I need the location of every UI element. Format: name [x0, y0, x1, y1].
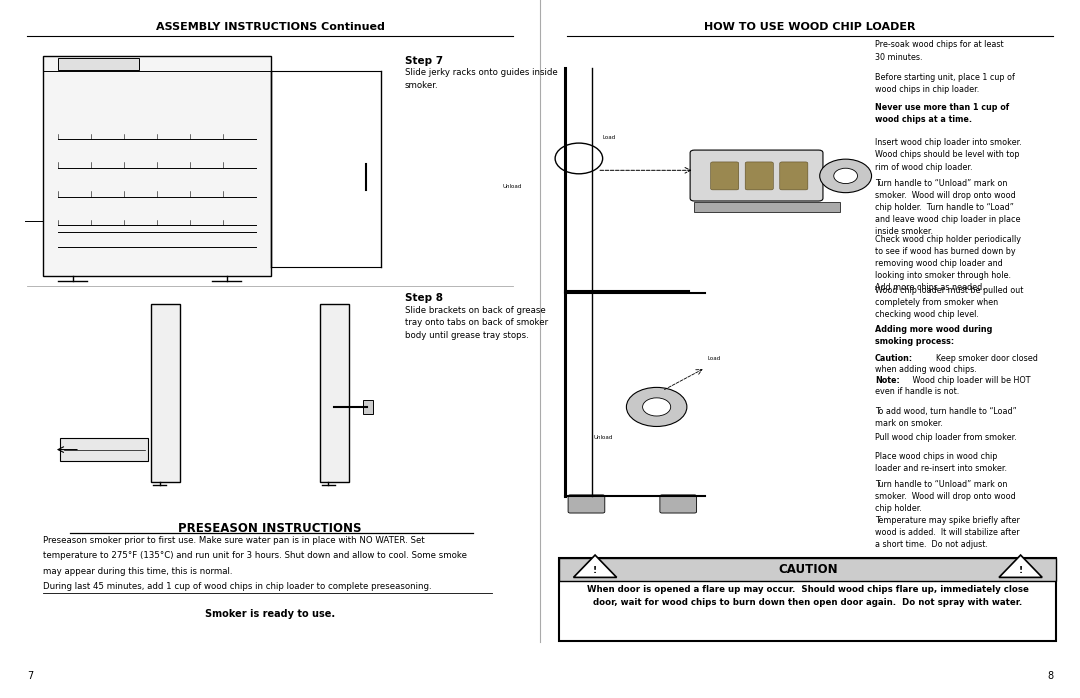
- Text: Wood chip loader will be HOT: Wood chip loader will be HOT: [910, 376, 1031, 385]
- Text: Temperature may spike briefly after
wood is added.  It will stabilize after
a sh: Temperature may spike briefly after wood…: [875, 516, 1020, 549]
- FancyBboxPatch shape: [559, 558, 1056, 641]
- FancyBboxPatch shape: [151, 304, 180, 482]
- Text: PRESEASON INSTRUCTIONS: PRESEASON INSTRUCTIONS: [178, 522, 362, 535]
- FancyBboxPatch shape: [320, 304, 349, 482]
- Text: HOW TO USE WOOD CHIP LOADER: HOW TO USE WOOD CHIP LOADER: [704, 22, 916, 32]
- Text: To add wood, turn handle to “Load”
mark on smoker.: To add wood, turn handle to “Load” mark …: [875, 407, 1016, 428]
- Text: Turn handle to “Unload” mark on
smoker.  Wood will drop onto wood
chip holder.  : Turn handle to “Unload” mark on smoker. …: [875, 179, 1021, 237]
- FancyBboxPatch shape: [745, 162, 773, 190]
- Circle shape: [643, 398, 671, 416]
- FancyBboxPatch shape: [568, 495, 605, 513]
- Text: Note:: Note:: [875, 376, 900, 385]
- Text: Step 8: Step 8: [405, 293, 443, 303]
- FancyBboxPatch shape: [694, 202, 840, 212]
- Text: !: !: [1018, 565, 1023, 574]
- Polygon shape: [999, 555, 1042, 577]
- FancyBboxPatch shape: [559, 558, 1056, 581]
- Text: CAUTION: CAUTION: [778, 563, 838, 576]
- Circle shape: [626, 387, 687, 426]
- FancyBboxPatch shape: [780, 162, 808, 190]
- Text: During last 45 minutes, add 1 cup of wood chips in chip loader to complete prese: During last 45 minutes, add 1 cup of woo…: [43, 582, 432, 591]
- Text: Load: Load: [707, 356, 720, 361]
- FancyBboxPatch shape: [60, 438, 148, 461]
- Text: Check wood chip holder periodically
to see if wood has burned down by
removing w: Check wood chip holder periodically to s…: [875, 235, 1021, 292]
- FancyBboxPatch shape: [43, 56, 271, 276]
- Circle shape: [834, 168, 858, 184]
- Text: Smoker is ready to use.: Smoker is ready to use.: [205, 609, 335, 618]
- Text: Before starting unit, place 1 cup of
wood chips in chip loader.: Before starting unit, place 1 cup of woo…: [875, 73, 1015, 94]
- Text: Insert wood chip loader into smoker.
Wood chips should be level with top
rim of : Insert wood chip loader into smoker. Woo…: [875, 138, 1022, 172]
- Text: Slide brackets on back of grease
tray onto tabs on back of smoker
body until gre: Slide brackets on back of grease tray on…: [405, 306, 549, 340]
- FancyBboxPatch shape: [364, 400, 374, 414]
- FancyBboxPatch shape: [690, 150, 823, 201]
- Text: Slide jerky racks onto guides inside
smoker.: Slide jerky racks onto guides inside smo…: [405, 68, 557, 90]
- Text: Never use more than 1 cup of
wood chips at a time.: Never use more than 1 cup of wood chips …: [875, 103, 1009, 124]
- Text: Pre-soak wood chips for at least
30 minutes.: Pre-soak wood chips for at least 30 minu…: [875, 40, 1003, 61]
- Text: 7: 7: [27, 671, 33, 681]
- Text: Load: Load: [603, 135, 616, 140]
- Text: Place wood chips in wood chip
loader and re-insert into smoker.: Place wood chips in wood chip loader and…: [875, 452, 1007, 473]
- Text: !: !: [593, 565, 597, 574]
- Text: even if handle is not.: even if handle is not.: [875, 387, 959, 396]
- Text: Preseason smoker prior to first use. Make sure water pan is in place with NO WAT: Preseason smoker prior to first use. Mak…: [43, 536, 424, 545]
- Text: ASSEMBLY INSTRUCTIONS Continued: ASSEMBLY INSTRUCTIONS Continued: [156, 22, 384, 32]
- Text: Step 7: Step 7: [405, 56, 443, 66]
- Text: Caution:: Caution:: [875, 354, 913, 363]
- Text: Keep smoker door closed: Keep smoker door closed: [931, 354, 1038, 363]
- Circle shape: [555, 143, 603, 174]
- Text: Turn handle to “Unload” mark on
smoker.  Wood will drop onto wood
chip holder.: Turn handle to “Unload” mark on smoker. …: [875, 480, 1015, 513]
- Text: Adding more wood during
smoking process:: Adding more wood during smoking process:: [875, 325, 993, 346]
- Text: When door is opened a flare up may occur.  Should wood chips flare up, immediate: When door is opened a flare up may occur…: [586, 585, 1029, 607]
- Text: temperature to 275°F (135°C) and run unit for 3 hours. Shut down and allow to co: temperature to 275°F (135°C) and run uni…: [43, 551, 468, 560]
- FancyBboxPatch shape: [660, 495, 697, 513]
- Text: Unload: Unload: [502, 184, 522, 189]
- Text: Unload: Unload: [594, 435, 613, 440]
- Circle shape: [820, 159, 872, 193]
- Text: 8: 8: [1047, 671, 1053, 681]
- Text: Pull wood chip loader from smoker.: Pull wood chip loader from smoker.: [875, 433, 1016, 443]
- Text: Wood chip loader must be pulled out
completely from smoker when
checking wood ch: Wood chip loader must be pulled out comp…: [875, 286, 1023, 320]
- FancyBboxPatch shape: [58, 58, 138, 70]
- FancyBboxPatch shape: [711, 162, 739, 190]
- Text: when adding wood chips.: when adding wood chips.: [875, 365, 976, 374]
- Polygon shape: [573, 555, 617, 577]
- Text: may appear during this time, this is normal.: may appear during this time, this is nor…: [43, 567, 232, 576]
